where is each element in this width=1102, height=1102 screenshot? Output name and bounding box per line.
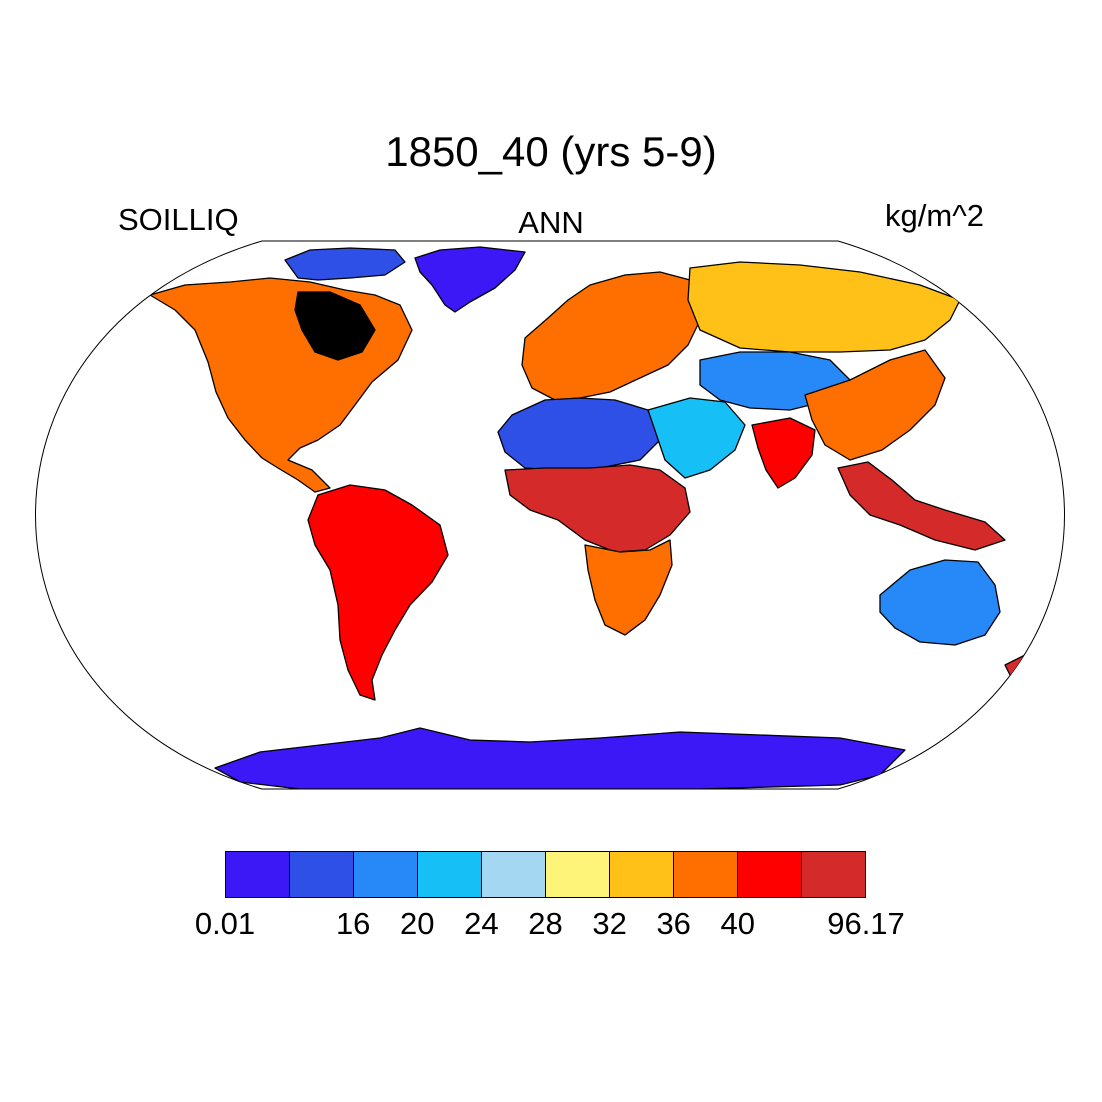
colorbar-box: [674, 852, 738, 897]
colorbar-box: [418, 852, 482, 897]
map-title: 1850_40 (yrs 5-9): [385, 128, 717, 175]
colorbar-tick-label: 36: [656, 906, 691, 941]
colorbar-tick-label: 28: [528, 906, 563, 941]
region-arabia: [647, 397, 746, 479]
colorbar-box: [738, 852, 802, 897]
colorbar-tick-label: 16: [335, 906, 371, 941]
variable-label: SOILLIQ: [118, 202, 239, 237]
season-label: ANN: [518, 205, 584, 240]
region-hudson: [294, 291, 376, 361]
colorbar-box: [226, 852, 290, 897]
region-australia: [879, 559, 1001, 646]
region-southeast-asia: [837, 461, 1006, 551]
colorbar-box: [482, 852, 546, 897]
region-europe: [521, 271, 706, 401]
colorbar-tick-label: 24: [464, 906, 499, 941]
region-sahara: [497, 397, 661, 471]
region-southern-africa: [584, 539, 673, 636]
colorbar-box: [290, 852, 354, 897]
region-india: [751, 417, 816, 489]
region-central-africa: [504, 464, 691, 553]
colorbar-box: [354, 852, 418, 897]
colorbar-tick-label: 20: [400, 906, 435, 941]
colorbar-box: [546, 852, 610, 897]
colorbar-box: [802, 852, 865, 897]
colorbar-tick-label: 96.17: [827, 906, 905, 941]
region-greenland: [414, 246, 526, 313]
region-canadian-arctic: [284, 247, 406, 281]
colorbar-box: [610, 852, 674, 897]
colorbar-tick-label: 32: [592, 906, 627, 941]
region-china: [804, 349, 946, 461]
units-label: kg/m^2: [885, 198, 984, 233]
colorbar: [225, 851, 866, 898]
region-south-america: [307, 484, 449, 701]
region-antarctica: [214, 727, 906, 789]
colorbar-tick-label: 40: [720, 906, 756, 941]
region-northern-asia: [687, 261, 961, 353]
colorbar-tick-label: 0.01: [194, 906, 256, 941]
